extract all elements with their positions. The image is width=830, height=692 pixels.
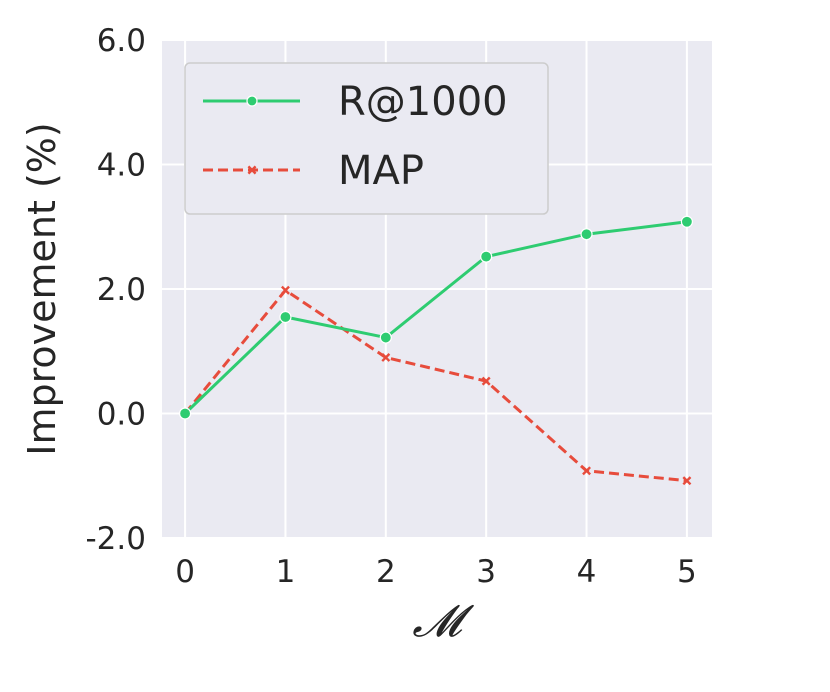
data-point-map	[381, 353, 391, 362]
legend-marker-r1000	[246, 95, 258, 107]
data-point-map	[682, 476, 692, 486]
data-point-r1000	[580, 228, 593, 241]
series-line-map	[183, 288, 688, 483]
legend-marker-map	[247, 165, 257, 175]
data-point-map	[582, 466, 591, 476]
data-point-r1000	[379, 331, 392, 344]
data-point-map	[481, 376, 491, 386]
series-layer	[178, 215, 694, 486]
legend-label-map: MAP	[338, 148, 424, 194]
x-tick-label: 2	[376, 554, 396, 590]
y-tick-label: 6.0	[97, 23, 146, 59]
data-point-map-stroke-b	[582, 466, 591, 476]
data-point-r1000	[279, 310, 292, 324]
x-tick-label: 0	[175, 554, 195, 590]
legend: R@1000 MAP	[184, 62, 549, 215]
legend-x-marker	[247, 165, 257, 175]
x-tick-label: 1	[276, 554, 296, 590]
y-tick-label: 2.0	[97, 272, 146, 308]
x-axis-label: 𝓜	[412, 596, 474, 647]
series-line-r1000	[184, 220, 688, 415]
y-axis-label: Improvement (%)	[20, 122, 64, 455]
data-point-r1000	[480, 250, 493, 263]
data-point-r1000	[680, 215, 694, 228]
legend-label-r1000: R@1000	[338, 79, 508, 125]
y-tick-labels: -2.0 0.0 2.0 4.0 6.0	[86, 23, 147, 557]
x-tick-label: 4	[577, 554, 597, 590]
data-point-map-stroke-b	[281, 285, 290, 295]
data-point-map-stroke-b	[381, 353, 391, 362]
y-tick-label: 0.0	[97, 397, 146, 433]
data-point-map-stroke-b	[481, 376, 491, 386]
y-tick-label: 4.0	[97, 148, 146, 184]
data-point-r1000	[178, 407, 192, 420]
data-point-map	[281, 285, 290, 295]
legend-x-marker-stroke-b	[247, 165, 257, 175]
y-tick-label: -2.0	[86, 521, 147, 557]
x-tick-labels: 0 1 2 3 4 5	[175, 554, 697, 590]
data-point-map-stroke-b	[682, 476, 692, 486]
x-tick-label: 5	[677, 554, 697, 590]
x-tick-label: 3	[476, 554, 496, 590]
